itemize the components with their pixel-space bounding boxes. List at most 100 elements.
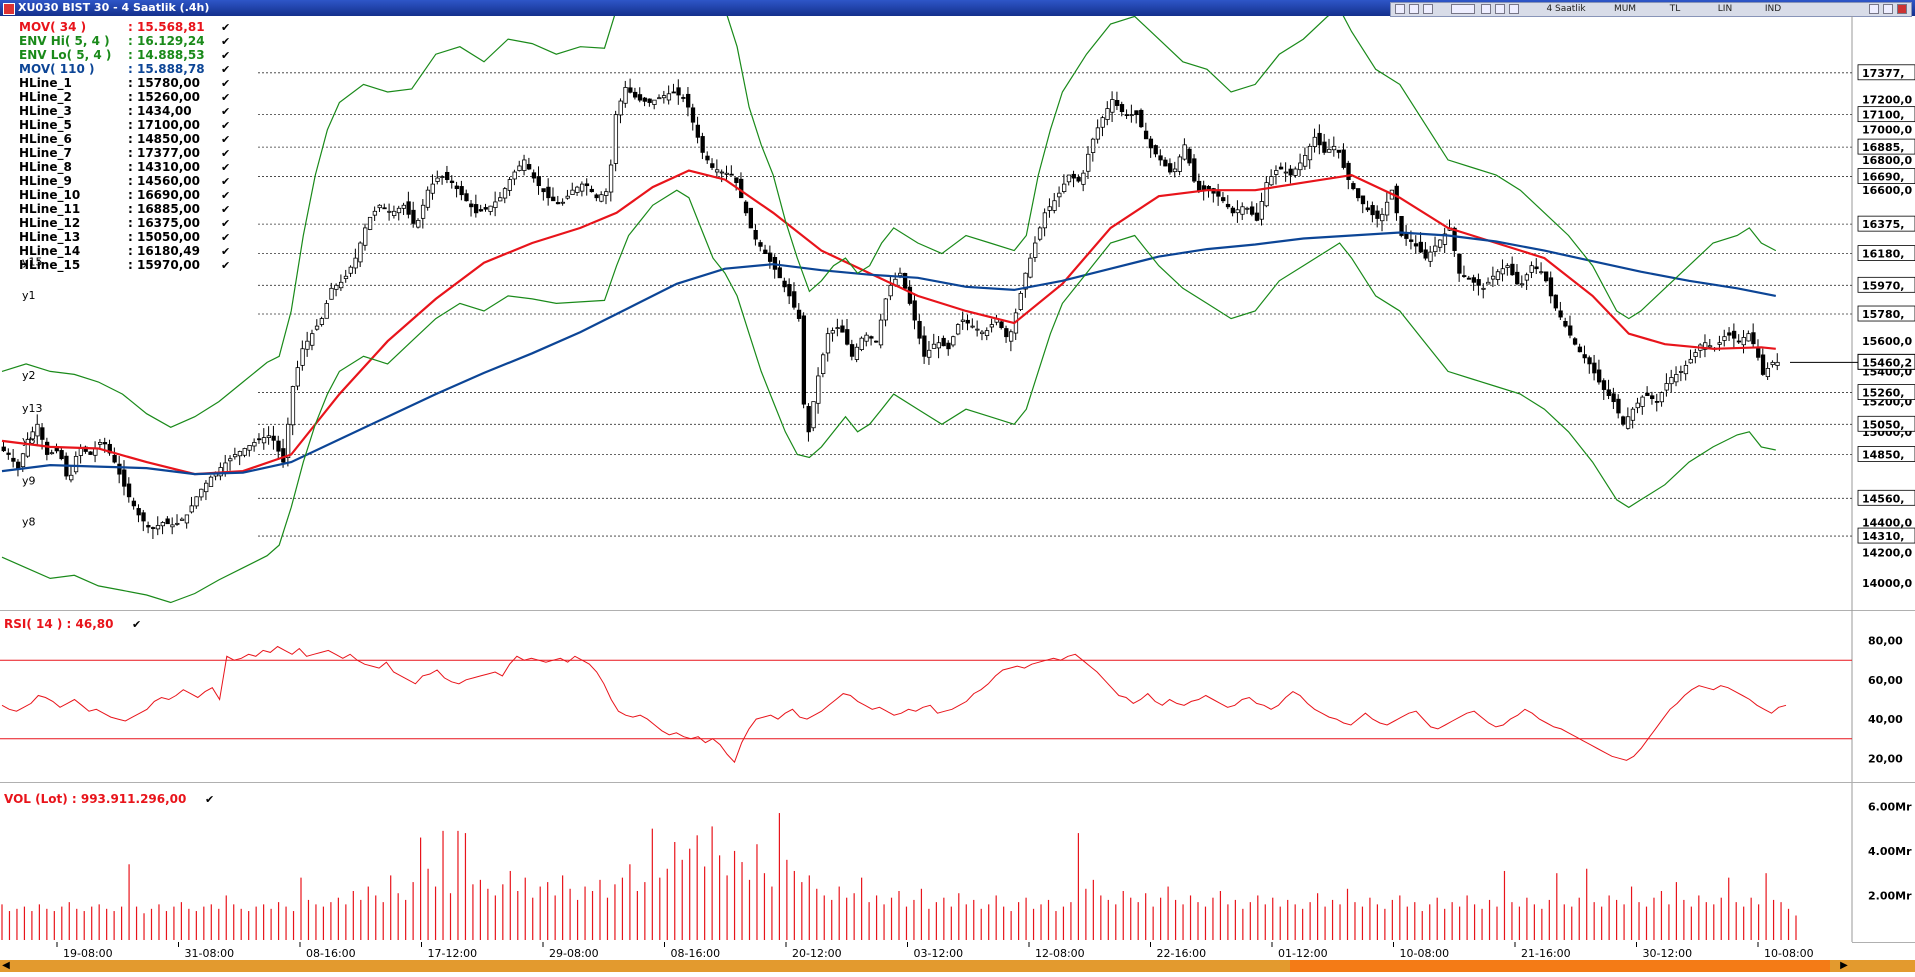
copy-icon[interactable]	[1423, 4, 1433, 14]
linear-button[interactable]: LIN	[1717, 4, 1733, 14]
hline-tag-box	[1857, 305, 1915, 322]
hline-tag: 14560,	[1862, 492, 1904, 505]
candle-body	[247, 445, 252, 451]
candle-body	[1331, 145, 1337, 151]
time-tick-label: 08-16:00	[671, 947, 721, 960]
candle-body	[1293, 168, 1298, 176]
scrollbar-thumb[interactable]	[1290, 960, 1830, 972]
candle-body	[107, 443, 112, 454]
zoom-out-icon[interactable]	[1495, 4, 1505, 14]
candle-body	[951, 336, 956, 346]
candle-body	[1703, 342, 1708, 350]
candle-body	[1568, 325, 1573, 336]
close-icon[interactable]	[1897, 4, 1907, 14]
candle-button[interactable]: MUM	[1613, 4, 1637, 14]
candle-body	[536, 176, 541, 187]
window-title: XU030 BIST 30 - 4 Saatlik (.4h)	[18, 1, 210, 14]
volume-tick-label: 6.00Mr	[1868, 800, 1912, 813]
line-label: y9	[22, 475, 36, 488]
candle-body	[1428, 251, 1433, 262]
candle-body	[1394, 185, 1399, 214]
candle-body	[989, 324, 994, 328]
legend-name: HLine_14	[19, 244, 80, 259]
legend-name: HLine_7	[19, 146, 72, 161]
legend-name: HLine_12	[19, 216, 80, 231]
candle-body	[314, 325, 320, 330]
price-panel: 17200,017000,016800,016600,015600,015400…	[0, 16, 1915, 942]
candle-body	[1659, 392, 1664, 403]
minimize-icon[interactable]	[1869, 4, 1879, 14]
candle-body	[1664, 383, 1669, 391]
scroll-left-arrow[interactable]: ◀	[2, 960, 10, 971]
candle-body	[257, 438, 262, 441]
candle-body	[830, 330, 835, 334]
legend-value: : 16885,00	[128, 202, 200, 216]
time-tick-label: 10-08:00	[1764, 947, 1814, 960]
candle-body	[1688, 358, 1693, 364]
candle-body	[965, 319, 970, 324]
candle-body	[1221, 197, 1226, 202]
legend-name: HLine_9	[19, 174, 72, 189]
candle-body	[777, 267, 782, 279]
candle-body	[999, 321, 1004, 329]
hline-tag-box	[1857, 276, 1915, 293]
candle-body	[11, 457, 16, 462]
last-price-label: 15460,2	[1862, 356, 1912, 369]
candle-body	[955, 324, 961, 335]
candle-body	[1177, 156, 1182, 172]
interval-button[interactable]: 4 Saatlik	[1546, 4, 1586, 14]
candle-body	[1317, 132, 1322, 146]
candle-body	[1158, 155, 1163, 161]
price-tick-label: 15600,0	[1862, 335, 1912, 348]
time-tick-label: 30-12:00	[1643, 947, 1693, 960]
candle-body	[1462, 275, 1467, 277]
candle-body	[1018, 292, 1023, 310]
candle-body	[493, 201, 498, 208]
candle-body	[565, 195, 570, 199]
candle-body	[266, 435, 272, 438]
candle-body	[580, 183, 585, 192]
time-tick-label: 20-12:00	[792, 947, 842, 960]
zoom-in-icon[interactable]	[1481, 4, 1491, 14]
candle-body	[1380, 213, 1385, 222]
refresh-icon[interactable]	[1395, 4, 1405, 14]
candle-body	[155, 525, 161, 530]
candle-body	[604, 191, 609, 196]
legend-name: ENV Hi( 5, 4 )	[19, 34, 110, 48]
settings-icon[interactable]	[1509, 4, 1519, 14]
candle-body	[1756, 347, 1761, 358]
price-legend: MOV( 34 ): 15.568,81 ✔ ENV Hi( 5, 4 ): 16.…	[19, 20, 230, 273]
time-tick-label: 12-08:00	[1035, 947, 1085, 960]
candle-body	[204, 482, 209, 493]
legend-value: : 14310,00	[128, 160, 200, 174]
period-select[interactable]	[1451, 4, 1475, 14]
candle-body	[1437, 239, 1443, 248]
candle-body	[734, 177, 739, 184]
volume-tick-label: 4.00Mr	[1868, 845, 1912, 858]
candle-body	[584, 183, 590, 187]
candle-body	[363, 227, 368, 246]
candle-body	[276, 440, 281, 452]
candle-body	[1736, 340, 1742, 343]
candle-body	[710, 163, 715, 168]
candle-body	[1760, 354, 1766, 375]
check-icon: ✔	[221, 245, 230, 258]
indicator-button[interactable]: IND	[1764, 4, 1782, 14]
candle-body	[816, 375, 821, 404]
scroll-right-arrow[interactable]: ▶	[1840, 960, 1848, 971]
print-icon[interactable]	[1409, 4, 1419, 14]
check-icon: ✔	[221, 231, 230, 244]
candle-body	[1086, 153, 1091, 172]
maximize-icon[interactable]	[1883, 4, 1893, 14]
candle-body	[1630, 408, 1636, 421]
candle-body	[1240, 206, 1245, 215]
candle-body	[348, 266, 353, 274]
time-tick-label: 01-12:00	[1278, 947, 1328, 960]
candle-body	[449, 180, 455, 184]
candle-body	[1471, 277, 1476, 283]
candle-body	[445, 171, 450, 180]
currency-button[interactable]: TL	[1669, 4, 1681, 14]
candle-body	[796, 309, 802, 319]
candle-body	[1216, 191, 1221, 197]
candle-body	[112, 454, 117, 463]
